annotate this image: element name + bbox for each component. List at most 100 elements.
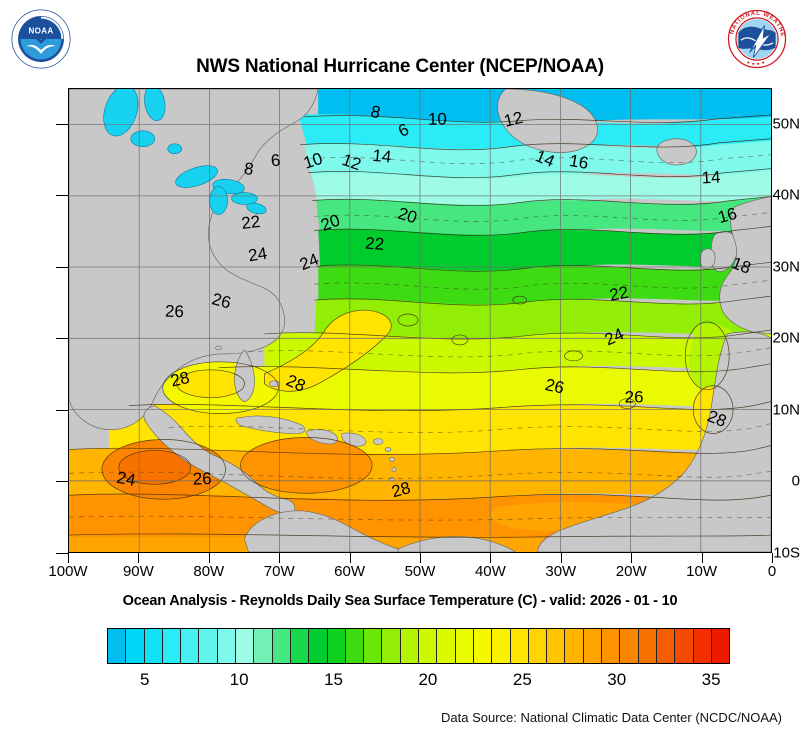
colorbar-cell-23 [528, 629, 548, 663]
colorbar-cell-18 [437, 629, 456, 663]
caribbean-islands [215, 345, 397, 482]
latitude-tick-label-5: 0 [791, 472, 800, 490]
colorbar-cell-26 [583, 629, 603, 663]
contour-label-10-11: 10 [301, 149, 325, 173]
colorbar-tick-label-4: 25 [512, 670, 532, 689]
latitude-tick-label-3: 20N [772, 329, 800, 347]
colorbar-cell-29 [638, 629, 657, 663]
colorbar-tick-label-2: 15 [324, 670, 343, 689]
contour-label-16-5: 16 [568, 151, 590, 173]
colorbar-cell-13 [345, 629, 365, 663]
longitude-tick-mark-8 [631, 553, 633, 563]
longitude-tick-mark-1 [138, 553, 140, 563]
colorbar-cell-28 [620, 629, 639, 663]
latitude-tick-mark-0 [56, 123, 68, 125]
colorbar-tick-label-0: 5 [140, 670, 150, 689]
latitude-tick-label-4: 10N [772, 401, 800, 419]
colorbar-cell-0 [108, 629, 127, 663]
contour-label-24-18: 24 [247, 244, 269, 266]
colorbar-cell-7 [236, 629, 255, 663]
contour-label-6-10: 6 [270, 151, 281, 171]
colorbar-cell-21 [492, 629, 511, 663]
longitude-tick-mark-4 [349, 553, 351, 563]
longitude-tick-label-0: 100W [48, 563, 88, 580]
great-lakes [103, 89, 267, 215]
longitude-tick-label-5: 50W [404, 563, 436, 580]
colorbar-cell-1 [126, 629, 145, 663]
sst-map: 6 8 10 12 14 16 14 16 18 8 6 10 12 14 22 20 20 22 24 24 26 26… [68, 88, 772, 553]
colorbar-cell-12 [327, 629, 346, 663]
contour-label-22-14: 22 [240, 212, 261, 233]
longitude-tick-label-9: 10W [686, 563, 718, 580]
page-title: NWS National Hurricane Center (NCEP/NOAA… [196, 56, 604, 77]
contour-label-24-28: 24 [115, 468, 137, 490]
longitude-tick-label-8: 20W [615, 563, 647, 580]
colorbar-tick-label-5: 30 [607, 670, 627, 689]
contour-label-26-20: 26 [210, 289, 233, 312]
colorbar-cell-27 [602, 629, 621, 663]
longitude-tick-label-7: 30W [545, 563, 577, 580]
longitude-tick-label-3: 70W [263, 563, 295, 580]
colorbar-cell-11 [309, 629, 328, 663]
colorbar-cell-15 [382, 629, 401, 663]
colorbar-cell-14 [364, 629, 383, 663]
contour-label-26-24: 26 [543, 375, 566, 398]
longitude-tick-label-4: 60W [334, 563, 366, 580]
colorbar-cell-25 [565, 629, 584, 663]
colorbar-cell-33 [711, 629, 730, 663]
longitude-tick-mark-10 [772, 553, 773, 563]
graticule [69, 89, 771, 552]
longitude-tick-label-10: 0 [767, 563, 777, 580]
contour-label-8-1: 8 [369, 102, 382, 123]
colorbar-tick-label-6: 35 [701, 670, 721, 689]
colorbar-cell-19 [455, 629, 474, 663]
latitude-tick-mark-2 [56, 266, 68, 268]
contour-label-26-25: 26 [625, 387, 644, 406]
longitude-tick-label-6: 40W [474, 563, 506, 580]
colorbar-cell-10 [290, 629, 310, 663]
colorbar-cell-4 [181, 629, 200, 663]
contour-label-10-2: 10 [428, 109, 447, 128]
colorbar-tick-label-1: 10 [229, 670, 249, 689]
contour-label-22-17: 22 [365, 234, 385, 254]
contour-lines [69, 114, 771, 538]
contour-label-16-7: 16 [716, 204, 739, 227]
noaa-logo: NOAA [10, 8, 72, 70]
colorbar-cell-16 [400, 629, 420, 663]
nws-logo: NATIONAL WEATHER SERVICE [723, 4, 788, 70]
colorbar-cell-22 [510, 629, 529, 663]
colorbar-cell-8 [254, 629, 273, 663]
colorbar-cell-6 [217, 629, 237, 663]
map-subtitle: Ocean Analysis - Reynolds Daily Sea Surf… [122, 593, 678, 609]
latitude-tick-mark-3 [56, 338, 68, 340]
colorbar-cell-3 [162, 629, 182, 663]
latitude-tick-label-0: 50N [772, 115, 800, 133]
longitude-tick-label-1: 90W [122, 563, 154, 580]
colorbar-cell-17 [419, 629, 438, 663]
longitude-tick-mark-9 [701, 553, 703, 563]
longitude-tick-mark-5 [420, 553, 421, 563]
contour-label-28-26: 28 [169, 368, 192, 391]
contour-label-12-3: 12 [502, 108, 525, 131]
temperature-colorbar [107, 628, 730, 664]
latitude-tick-mark-1 [56, 195, 68, 197]
colorbar-cell-31 [675, 629, 694, 663]
longitude-tick-mark-0 [68, 553, 69, 563]
latitude-tick-label-6: 10S [773, 544, 800, 562]
latitude-tick-label-2: 30N [772, 258, 800, 276]
latitude-tick-mark-6 [56, 553, 68, 554]
contour-label-8-9: 8 [243, 159, 255, 179]
contour-label-14-13: 14 [372, 146, 393, 167]
longitude-tick-mark-2 [208, 553, 210, 563]
contour-label-28-30: 28 [389, 478, 412, 501]
longitude-tick-mark-6 [490, 553, 492, 563]
longitude-tick-mark-7 [560, 553, 562, 563]
colorbar-cell-32 [693, 629, 712, 663]
contour-label-22-22: 22 [608, 283, 630, 305]
data-source-note: Data Source: National Climatic Data Cent… [441, 710, 782, 725]
contour-label-26-21: 26 [165, 302, 184, 322]
svg-text:NOAA: NOAA [29, 26, 54, 35]
contour-label-26-29: 26 [192, 469, 211, 489]
